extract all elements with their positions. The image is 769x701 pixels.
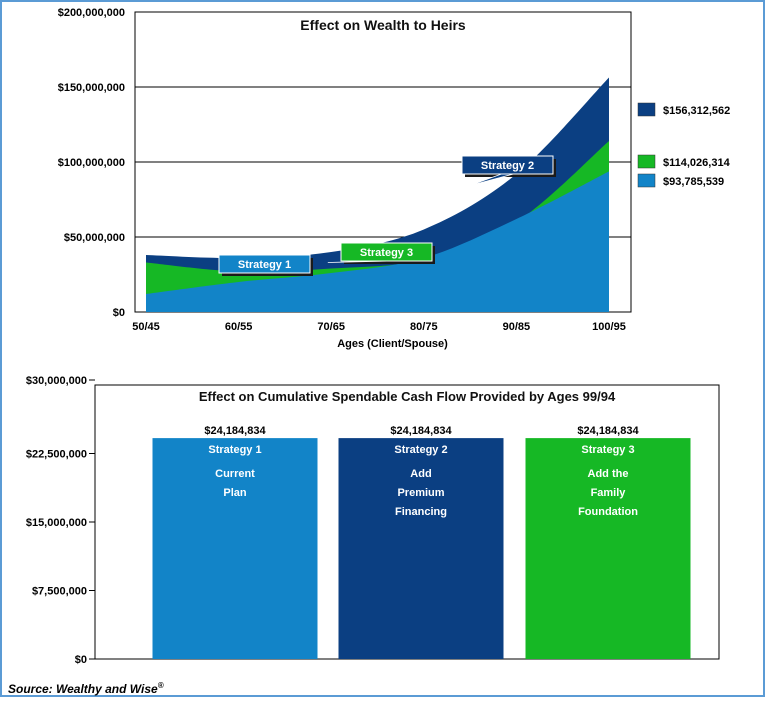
chart-title: Effect on Cumulative Spendable Cash Flow… <box>199 389 616 404</box>
bar-description-line: Foundation <box>578 506 638 518</box>
callout-box <box>218 254 311 274</box>
bar <box>152 438 318 659</box>
x-tick-label: 60/55 <box>225 321 253 333</box>
x-tick-label: 80/75 <box>410 321 438 333</box>
bar-value-label: $24,184,834 <box>577 425 639 437</box>
y-tick-label: $50,000,000 <box>64 232 125 244</box>
legend-swatch <box>637 154 656 169</box>
bar-description-line: Current <box>215 468 255 480</box>
bar-name-label: Strategy 2 <box>394 444 447 456</box>
y-tick-label: $0 <box>75 654 87 666</box>
bar-description-line: Add the <box>588 468 629 480</box>
y-tick-label: $15,000,000 <box>26 517 87 529</box>
x-tick-label: 70/65 <box>317 321 345 333</box>
bar-value-label: $24,184,834 <box>204 425 266 437</box>
bar-value-label: $24,184,834 <box>390 425 452 437</box>
bar-description-line: Add <box>410 468 431 480</box>
callout-box <box>340 242 433 262</box>
legend-label: $114,026,314 <box>663 157 731 169</box>
callout-label: Strategy 3 <box>360 247 413 259</box>
y-tick-label: $30,000,000 <box>26 375 87 387</box>
source-text: Source: Wealthy and Wise <box>8 682 158 696</box>
callout-label: Strategy 1 <box>238 259 291 271</box>
y-tick-label: $22,500,000 <box>26 449 87 461</box>
bar-description-line: Plan <box>223 487 247 499</box>
bar <box>338 438 504 659</box>
area-s1 <box>146 171 609 312</box>
bar-description-line: Financing <box>395 506 447 518</box>
source-note: Source: Wealthy and Wise® <box>8 681 164 696</box>
x-tick-label: 90/85 <box>503 321 531 333</box>
x-tick-label: 50/45 <box>132 321 160 333</box>
y-tick-label: $0 <box>113 307 125 319</box>
y-tick-label: $150,000,000 <box>58 82 125 94</box>
callout-label: Strategy 2 <box>481 160 534 172</box>
legend-label: $156,312,562 <box>663 105 730 117</box>
registered-mark: ® <box>157 681 164 690</box>
bar <box>525 438 691 659</box>
y-tick-label: $7,500,000 <box>32 586 87 598</box>
legend-label: $93,785,539 <box>663 176 724 188</box>
bar-description-line: Premium <box>397 487 444 499</box>
bar-description-line: Family <box>591 487 627 499</box>
y-tick-label: $200,000,000 <box>58 7 125 19</box>
bar-name-label: Strategy 1 <box>208 444 261 456</box>
wealth-to-heirs-chart: $0 $50,000,000 $100,000,000 $150,000,000 $20… <box>58 7 731 350</box>
legend-swatch <box>637 173 656 188</box>
cash-flow-chart: Effect on Cumulative Spendable Cash Flow… <box>26 375 720 666</box>
legend-swatch <box>637 102 656 117</box>
callout-box <box>461 155 554 175</box>
x-tick-label: 100/95 <box>592 321 626 333</box>
bar-name-label: Strategy 3 <box>581 444 634 456</box>
chart-title: Effect on Wealth to Heirs <box>300 17 466 33</box>
y-tick-label: $100,000,000 <box>58 157 125 169</box>
x-axis-label: Ages (Client/Spouse) <box>337 338 448 350</box>
